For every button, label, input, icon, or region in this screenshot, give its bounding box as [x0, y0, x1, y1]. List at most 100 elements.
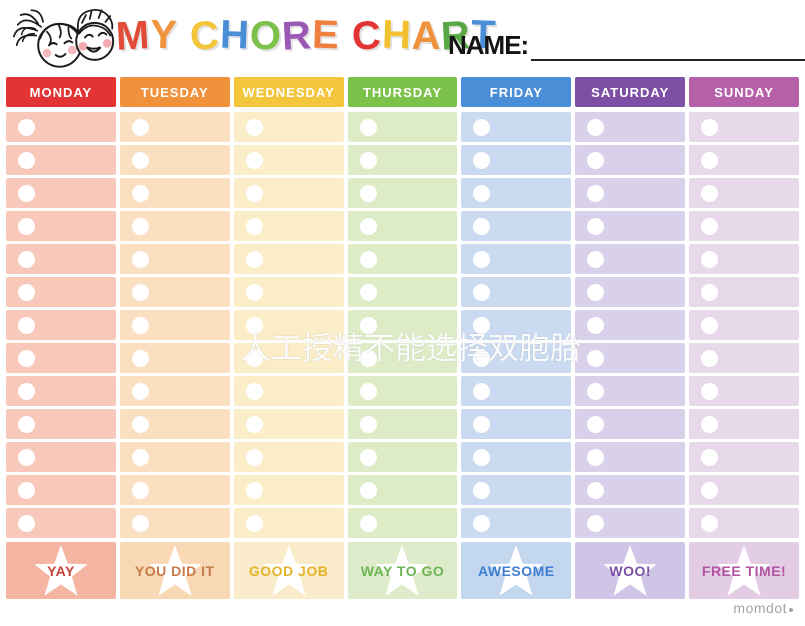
chore-cell[interactable]: [461, 211, 572, 241]
check-circle[interactable]: [18, 184, 35, 202]
check-circle[interactable]: [18, 217, 35, 235]
chore-cell[interactable]: [461, 178, 572, 208]
chore-cell[interactable]: [119, 409, 230, 439]
check-circle[interactable]: [131, 448, 149, 466]
chore-cell[interactable]: [575, 112, 686, 142]
check-circle[interactable]: [18, 481, 35, 499]
check-circle[interactable]: [473, 184, 491, 202]
chore-cell[interactable]: [575, 409, 686, 439]
check-circle[interactable]: [587, 283, 605, 301]
check-circle[interactable]: [473, 118, 491, 136]
check-circle[interactable]: [359, 514, 377, 532]
chore-cell[interactable]: [119, 244, 230, 274]
check-circle[interactable]: [245, 151, 263, 169]
check-circle[interactable]: [587, 184, 605, 202]
chore-cell[interactable]: [233, 277, 344, 307]
chore-cell[interactable]: [233, 442, 344, 472]
check-circle[interactable]: [587, 382, 605, 400]
chore-cell[interactable]: [689, 145, 799, 175]
chore-cell[interactable]: [6, 244, 116, 274]
chore-cell[interactable]: [461, 244, 572, 274]
check-circle[interactable]: [473, 481, 491, 499]
chore-cell[interactable]: [347, 211, 458, 241]
check-circle[interactable]: [18, 118, 35, 136]
check-circle[interactable]: [473, 283, 491, 301]
check-circle[interactable]: [131, 382, 149, 400]
chore-cell[interactable]: [689, 244, 799, 274]
chore-cell[interactable]: [347, 310, 458, 340]
check-circle[interactable]: [587, 118, 605, 136]
chore-cell[interactable]: [689, 277, 799, 307]
check-circle[interactable]: [473, 415, 491, 433]
chore-cell[interactable]: [461, 475, 572, 505]
chore-cell[interactable]: [689, 475, 799, 505]
chore-cell[interactable]: [689, 508, 799, 538]
check-circle[interactable]: [18, 250, 35, 268]
check-circle[interactable]: [359, 481, 377, 499]
check-circle[interactable]: [473, 316, 491, 334]
chore-cell[interactable]: [689, 310, 799, 340]
check-circle[interactable]: [245, 415, 263, 433]
chore-cell[interactable]: [119, 145, 230, 175]
check-circle[interactable]: [587, 349, 605, 367]
chore-cell[interactable]: [575, 508, 686, 538]
check-circle[interactable]: [701, 349, 719, 367]
chore-cell[interactable]: [233, 376, 344, 406]
check-circle[interactable]: [18, 283, 35, 301]
chore-cell[interactable]: [6, 442, 116, 472]
check-circle[interactable]: [587, 217, 605, 235]
chore-cell[interactable]: [461, 409, 572, 439]
check-circle[interactable]: [131, 118, 149, 136]
chore-cell[interactable]: [6, 178, 116, 208]
chore-cell[interactable]: [347, 178, 458, 208]
chore-cell[interactable]: [689, 376, 799, 406]
check-circle[interactable]: [473, 448, 491, 466]
check-circle[interactable]: [701, 283, 719, 301]
check-circle[interactable]: [587, 151, 605, 169]
chore-cell[interactable]: [575, 442, 686, 472]
chore-cell[interactable]: [119, 112, 230, 142]
chore-cell[interactable]: [347, 145, 458, 175]
check-circle[interactable]: [18, 349, 35, 367]
chore-cell[interactable]: [461, 112, 572, 142]
chore-cell[interactable]: [119, 442, 230, 472]
chore-cell[interactable]: [119, 178, 230, 208]
check-circle[interactable]: [359, 415, 377, 433]
chore-cell[interactable]: [575, 310, 686, 340]
check-circle[interactable]: [359, 283, 377, 301]
chore-cell[interactable]: [575, 475, 686, 505]
check-circle[interactable]: [131, 217, 149, 235]
chore-cell[interactable]: [461, 343, 572, 373]
check-circle[interactable]: [473, 250, 491, 268]
check-circle[interactable]: [701, 217, 719, 235]
chore-cell[interactable]: [119, 343, 230, 373]
check-circle[interactable]: [18, 415, 35, 433]
check-circle[interactable]: [701, 481, 719, 499]
chore-cell[interactable]: [347, 508, 458, 538]
chore-cell[interactable]: [461, 145, 572, 175]
chore-cell[interactable]: [575, 277, 686, 307]
chore-cell[interactable]: [575, 211, 686, 241]
check-circle[interactable]: [18, 448, 35, 466]
check-circle[interactable]: [359, 316, 377, 334]
chore-cell[interactable]: [119, 310, 230, 340]
chore-cell[interactable]: [575, 145, 686, 175]
chore-cell[interactable]: [347, 475, 458, 505]
chore-cell[interactable]: [689, 178, 799, 208]
chore-cell[interactable]: [233, 475, 344, 505]
check-circle[interactable]: [701, 382, 719, 400]
chore-cell[interactable]: [347, 376, 458, 406]
chore-cell[interactable]: [233, 178, 344, 208]
chore-cell[interactable]: [6, 409, 116, 439]
chore-cell[interactable]: [233, 343, 344, 373]
check-circle[interactable]: [701, 184, 719, 202]
check-circle[interactable]: [131, 250, 149, 268]
check-circle[interactable]: [18, 151, 35, 169]
chore-cell[interactable]: [689, 112, 799, 142]
chore-cell[interactable]: [6, 343, 116, 373]
check-circle[interactable]: [359, 349, 377, 367]
check-circle[interactable]: [131, 481, 149, 499]
chore-cell[interactable]: [347, 244, 458, 274]
check-circle[interactable]: [701, 316, 719, 334]
check-circle[interactable]: [131, 316, 149, 334]
